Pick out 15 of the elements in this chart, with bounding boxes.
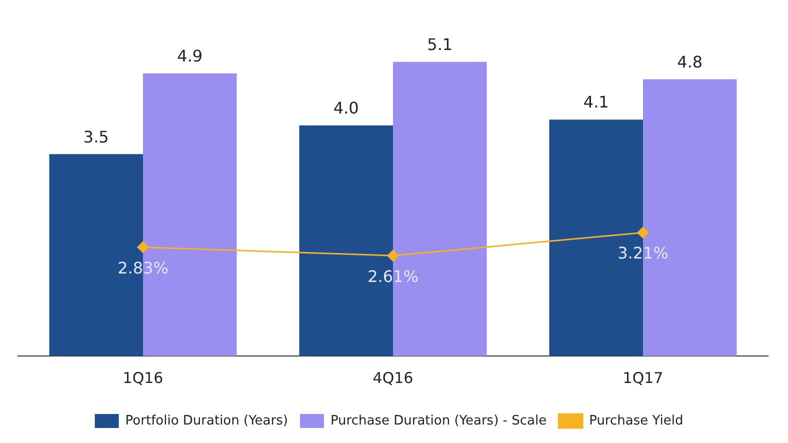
x-tick-label: 4Q16	[372, 368, 414, 387]
data-label: 4.0	[333, 98, 359, 118]
x-tick-label: 1Q16	[122, 368, 164, 387]
legend-label: Purchase Duration (Years) - Scale	[330, 413, 547, 428]
data-label: 5.1	[427, 35, 453, 54]
data-label: 4.8	[677, 52, 703, 72]
data-label: 4.1	[583, 92, 609, 112]
legend-label: Portfolio Duration (Years)	[125, 413, 288, 428]
data-label: 3.5	[83, 127, 109, 146]
data-label: 2.61%	[368, 266, 418, 286]
data-label: 3.21%	[618, 244, 668, 263]
data-label: 2.83%	[118, 258, 168, 278]
x-tick-label: 1Q17	[622, 368, 664, 387]
legend-label: Purchase Yield	[589, 413, 684, 428]
data-label: 4.9	[177, 46, 203, 66]
